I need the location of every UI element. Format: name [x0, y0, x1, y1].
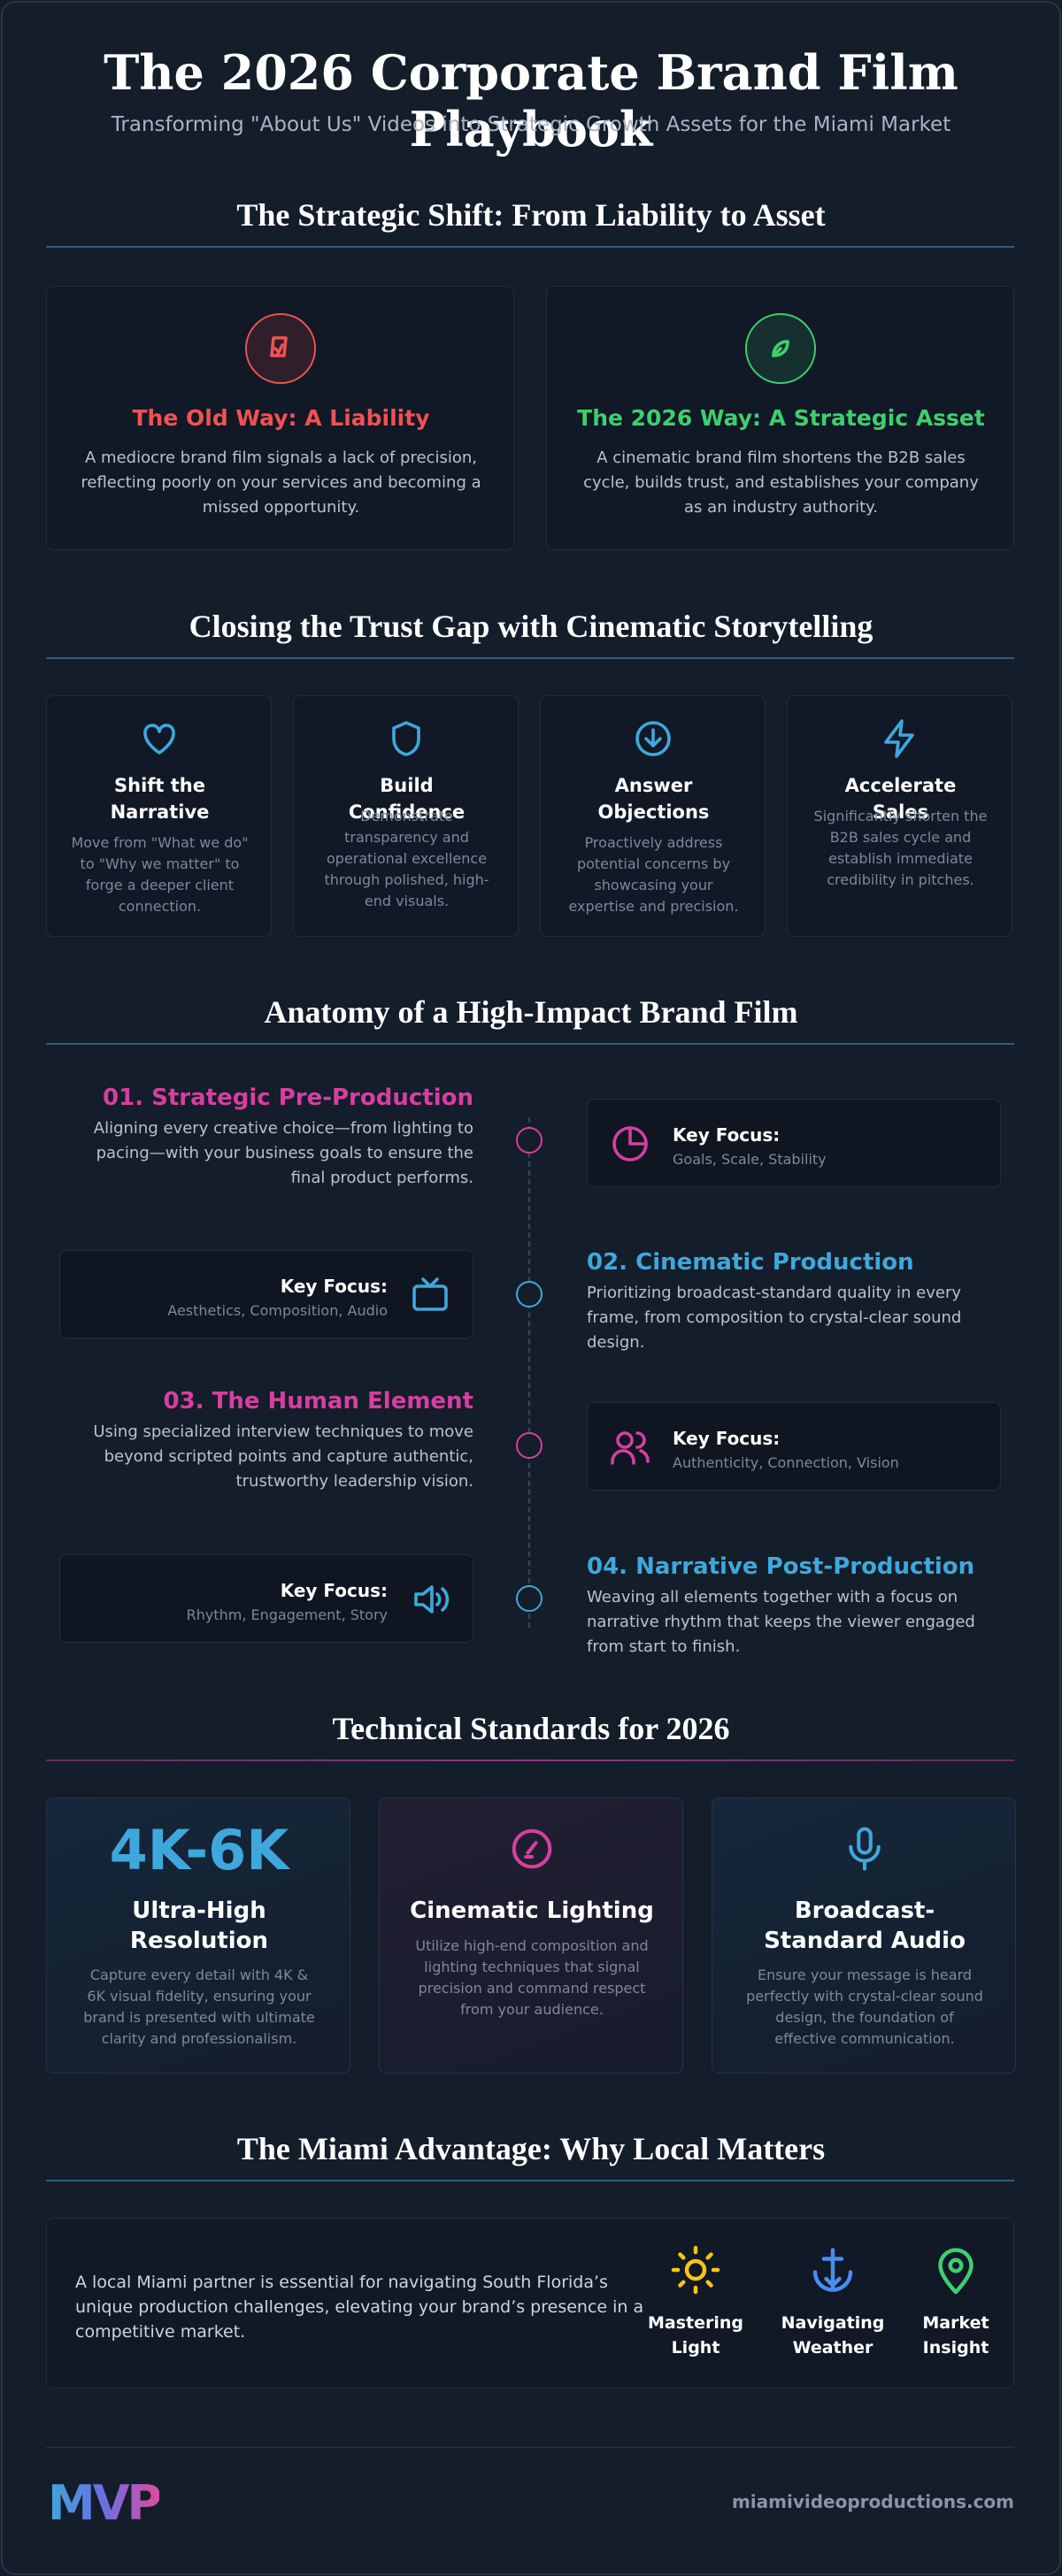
- tech-card: 4K-6K Ultra-High Resolution Capture every …: [46, 1798, 350, 2074]
- step-text-block: 04. Narrative Post-Production Weaving all…: [587, 1553, 1003, 1660]
- timeline-dot: [516, 1432, 543, 1459]
- icon: [138, 717, 181, 763]
- tech-card: Broadcast-Standard Audio Ensure your mess…: [712, 1798, 1016, 2074]
- focus-box: Key Focus: Authenticity, Connection, Visi…: [587, 1402, 1001, 1491]
- section-heading: The Miami Advantage: Why Local Matters: [236, 2131, 826, 2166]
- footer-rule: [46, 2447, 1014, 2448]
- focus-items: Goals, Scale, Stability: [673, 1151, 827, 1168]
- trust-card: Build Confidence Demonstrate transparency…: [293, 695, 519, 937]
- card-text: Demonstrate transparency and operational…: [324, 808, 489, 909]
- card-title: The Old Way: A Liability: [132, 405, 430, 431]
- icon: [508, 1825, 556, 1876]
- shift-card: The 2026 Way: A Strategic Asset A cinemat…: [546, 286, 1014, 550]
- miami-item: Navigating Weather: [781, 2313, 885, 2358]
- step-title: 03. The Human Element: [163, 1388, 473, 1414]
- tech-text: Capture every detail with 4K & 6K visual…: [83, 1966, 315, 2047]
- step-text: Weaving all elements together with a foc…: [587, 1588, 975, 1656]
- icon: [879, 717, 921, 763]
- focus-label: Key Focus:: [673, 1428, 781, 1449]
- timeline-dot: [516, 1127, 543, 1154]
- card-text: Significantly shorten the B2B sales cycl…: [813, 808, 988, 888]
- trust-card: Accelerate Sales Significantly shorten th…: [787, 695, 1012, 937]
- icon: [385, 717, 427, 763]
- timeline-dot: [516, 1281, 543, 1307]
- card-text: A mediocre brand film signals a lack of …: [81, 448, 481, 517]
- focus-label: Key Focus:: [280, 1580, 388, 1601]
- icon: [409, 1578, 451, 1624]
- trust-card: Shift the Narrative Move from "What we do…: [46, 695, 272, 937]
- tech-title: Ultra-High Resolution: [129, 1898, 269, 1954]
- miami-item: Market Insight: [922, 2313, 989, 2358]
- page-subtitle: Transforming "About Us" Videos into Stra…: [111, 113, 951, 136]
- step-text-block: 02. Cinematic Production Prioritizing bro…: [587, 1249, 1003, 1355]
- section-heading: Anatomy of a High-Impact Brand Film: [264, 994, 798, 1030]
- step-title: 04. Narrative Post-Production: [587, 1553, 975, 1580]
- footer-logo: MVP: [48, 2475, 162, 2531]
- step-title: 02. Cinematic Production: [587, 1249, 914, 1276]
- icon: [806, 2243, 859, 2300]
- icon: [609, 1123, 651, 1169]
- focus-content: Key Focus: Rhythm, Engagement, Story: [187, 1580, 388, 1623]
- tech-text: Ensure your message is heard perfectly w…: [746, 1966, 983, 2047]
- focus-box: Key Focus: Rhythm, Engagement, Story: [59, 1554, 473, 1643]
- tech-title: Cinematic Lighting: [410, 1898, 654, 1924]
- timeline-line: [528, 1117, 530, 1628]
- card-title: Shift the Narrative: [110, 775, 210, 823]
- focus-content: Key Focus: Goals, Scale, Stability: [673, 1124, 827, 1168]
- focus-content: Key Focus: Authenticity, Connection, Visi…: [673, 1428, 899, 1471]
- trust-card: Answer Objections Proactively address pot…: [540, 695, 766, 937]
- tech-stat: 4K-6K: [109, 1818, 289, 1882]
- icon: [669, 2243, 722, 2300]
- focus-box: Key Focus: Aesthetics, Composition, Audio: [59, 1250, 473, 1338]
- section-heading: Closing the Trust Gap with Cinematic Sto…: [189, 609, 873, 644]
- icon: [929, 2243, 982, 2300]
- section-heading: The Strategic Shift: From Liability to A…: [236, 197, 826, 233]
- tech-card: Cinematic Lighting Utilize high-end compo…: [379, 1798, 683, 2074]
- card-title: The 2026 Way: A Strategic Asset: [577, 405, 985, 431]
- page-title: The 2026 Corporate Brand Film Playbook: [104, 44, 958, 157]
- icon: [409, 1274, 451, 1320]
- focus-content: Key Focus: Aesthetics, Composition, Audio: [167, 1276, 388, 1319]
- section-rule: [46, 1043, 1014, 1045]
- card-text: Move from "What we do" to "Why we matter…: [71, 834, 249, 915]
- timeline-dot: [516, 1585, 543, 1612]
- focus-label: Key Focus:: [673, 1124, 781, 1146]
- step-text: Using specialized interview techniques t…: [93, 1422, 473, 1491]
- icon-circle: [245, 313, 316, 384]
- step-text: Aligning every creative choice—from ligh…: [93, 1119, 473, 1187]
- section-rule: [46, 2180, 1014, 2181]
- card-title: Build Confidence: [348, 775, 466, 823]
- step-title: 01. Strategic Pre-Production: [103, 1085, 473, 1111]
- tech-text: Utilize high-end composition and lightin…: [415, 1937, 649, 2018]
- section-rule: [46, 246, 1014, 248]
- focus-box: Key Focus: Goals, Scale, Stability: [587, 1099, 1001, 1187]
- focus-label: Key Focus:: [280, 1276, 388, 1297]
- focus-items: Rhythm, Engagement, Story: [186, 1606, 388, 1623]
- icon: [841, 1825, 889, 1876]
- step-text: Prioritizing broadcast-standard quality …: [587, 1284, 962, 1352]
- miami-card: A local Miami partner is essential for n…: [46, 2218, 1014, 2388]
- step-text-block: 01. Strategic Pre-Production Aligning eve…: [59, 1085, 473, 1191]
- section-heading: Technical Standards for 2026: [332, 1711, 730, 1746]
- focus-items: Aesthetics, Composition, Audio: [167, 1302, 388, 1319]
- footer-url: miamivideoproductions.com: [731, 2491, 1014, 2512]
- step-text-block: 03. The Human Element Using specialized i…: [59, 1388, 473, 1494]
- icon: [632, 717, 674, 763]
- icon-circle: [745, 313, 816, 384]
- shift-card: The Old Way: A Liability A mediocre brand…: [46, 286, 514, 550]
- icon: [609, 1426, 651, 1472]
- card-text: A cinematic brand film shortens the B2B …: [583, 448, 979, 517]
- section-rule: [46, 1760, 1014, 1761]
- card-title: Answer Objections: [597, 775, 710, 823]
- miami-text: A local Miami partner is essential for n…: [75, 2273, 644, 2342]
- card-title: Accelerate Sales: [844, 775, 957, 823]
- card-text: Proactively address potential concerns b…: [568, 834, 739, 915]
- tech-title: Broadcast-Standard Audio: [764, 1898, 966, 1954]
- focus-items: Authenticity, Connection, Vision: [673, 1454, 899, 1471]
- section-rule: [46, 657, 1014, 659]
- miami-item: Mastering Light: [647, 2313, 744, 2358]
